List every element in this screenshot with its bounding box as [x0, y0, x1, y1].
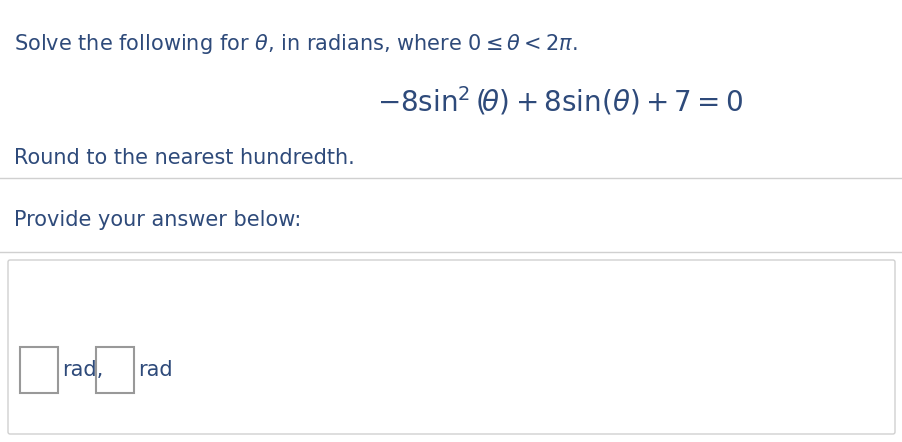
Bar [20, 347, 58, 393]
Text: $-8\sin^2(\!\theta) + 8\sin(\theta) + 7 = 0$: $-8\sin^2(\!\theta) + 8\sin(\theta) + 7 … [376, 85, 742, 118]
FancyBboxPatch shape [8, 260, 894, 434]
Text: Provide your answer below:: Provide your answer below: [14, 210, 301, 230]
Text: Round to the nearest hundredth.: Round to the nearest hundredth. [14, 148, 354, 168]
Text: rad,: rad, [62, 360, 103, 380]
Text: rad: rad [138, 360, 172, 380]
Text: Solve the following for $\theta$, in radians, where $0 \leq \theta < 2\pi$.: Solve the following for $\theta$, in rad… [14, 32, 576, 56]
Bar [96, 347, 133, 393]
